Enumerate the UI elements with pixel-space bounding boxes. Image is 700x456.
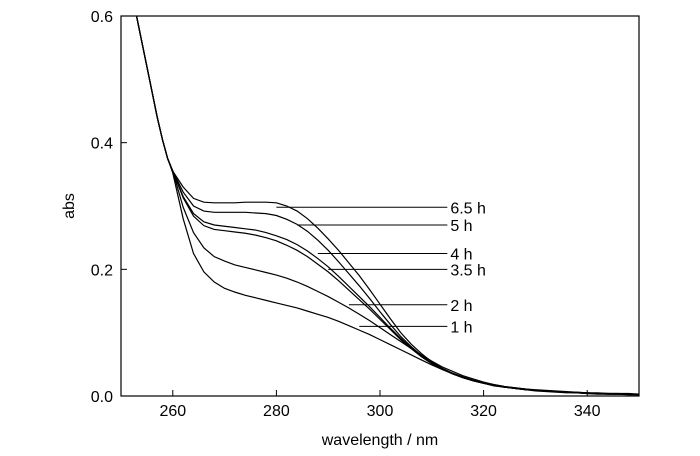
x-axis: 260 280 300 320 340	[159, 390, 601, 420]
y-tick-label: 0.6	[91, 9, 113, 26]
y-axis-title: abs	[61, 193, 78, 219]
series-line-6-5-h	[135, 16, 639, 395]
x-tick-label: 260	[159, 403, 186, 420]
series-label-2-h: 2 h	[450, 298, 472, 315]
leader-layer	[276, 206, 448, 327]
series-line-5-h	[135, 16, 639, 395]
series-label-4-h: 4 h	[450, 247, 472, 264]
x-tick-label: 280	[263, 403, 290, 420]
series-label-3-5-h: 3.5 h	[450, 262, 486, 279]
x-tick-label: 340	[574, 403, 601, 420]
series-label-1-h: 1 h	[450, 319, 472, 336]
x-tick-label: 320	[470, 403, 497, 420]
y-tick-label: 0.2	[91, 262, 113, 279]
series-line-2-h	[135, 16, 639, 396]
series-line-3-5-h	[135, 16, 639, 395]
x-axis-title: wavelength / nm	[321, 432, 439, 449]
y-tick-label: 0.4	[91, 136, 113, 153]
y-tick-label: 0.0	[91, 389, 113, 406]
series-layer	[135, 16, 639, 396]
x-tick-label: 300	[367, 403, 394, 420]
series-labels: 6.5 h5 h 4 h3.5 h 2 h 1 h	[450, 200, 486, 336]
series-line-4-h	[135, 16, 639, 395]
series-label-5-h: 5 h	[450, 218, 472, 235]
series-label-6-5-h: 6.5 h	[450, 200, 486, 217]
y-axis: 0.0 0.2 0.4 0.6	[91, 9, 127, 406]
series-line-1-h	[135, 16, 639, 396]
